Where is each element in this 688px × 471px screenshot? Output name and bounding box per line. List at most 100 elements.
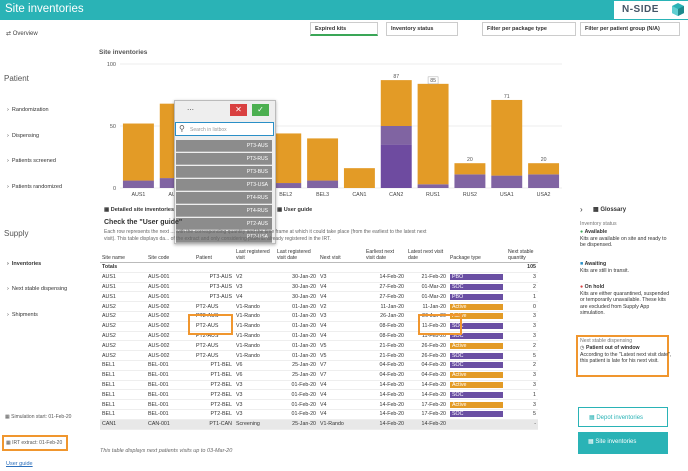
table-cell: V1-Rando (318, 419, 364, 430)
table-row[interactable]: AUS2 AUS-002 PT2-AUS V1-Rando 01-Jan-20 V5 21-… (100, 350, 538, 361)
table-row[interactable]: AUS2 AUS-002 PT2-AUS V1-Rando 01-Jan-20 V4 08-… (100, 321, 538, 332)
user-guide-header[interactable]: ▦ User guide (277, 207, 313, 213)
table-cell: V4 (318, 380, 364, 391)
table-cell: AUS-002 (146, 331, 194, 342)
table-cell: AUS2 (100, 331, 146, 342)
data-label: 87 (393, 74, 399, 80)
sidebar-item-next-stable-dispensing[interactable]: › Next stable dispensing (7, 286, 68, 292)
expand-icon[interactable]: › (580, 205, 583, 214)
table-cell: CAN-001 (146, 419, 194, 430)
user-guide-link[interactable]: User guide (6, 461, 33, 467)
col-latest-next-visit-date[interactable]: Latest next visit date (406, 248, 448, 263)
table-cell: V7 (318, 360, 364, 371)
col-last-registered-visit-date[interactable]: Last registered visit date (275, 248, 318, 263)
table-cell: 14-Feb-20 (364, 409, 406, 420)
y-tick-label: 0 (113, 186, 116, 192)
tab-depot-inventories[interactable]: ▦ Depot inventories (578, 407, 668, 427)
x-tick-label: RUS2 (463, 192, 477, 198)
dropdown-item[interactable]: PT3-AUS (176, 140, 272, 152)
calendar-icon: ▦ (6, 440, 11, 446)
listbox-search-field[interactable]: ⚲ Search in listbox (175, 122, 274, 136)
sidebar-item-patients-screened[interactable]: › Patients screened (7, 158, 56, 164)
col-earliest-next-visit-date[interactable]: Earliest next visit date (364, 248, 406, 263)
col-site-name[interactable]: Site name (100, 248, 146, 263)
table-cell: 01-Jan-20 (275, 301, 318, 312)
table-row[interactable]: AUS2 AUS-002 PT2-AUS V1-Rando 01-Jan-20 V4 08-… (100, 331, 538, 342)
table-cell: AUS-001 (146, 272, 194, 283)
table-cell: 11-Feb-20 (406, 331, 448, 342)
filter-package-type[interactable]: Filter per package type (482, 22, 576, 36)
table-row[interactable]: BEL1 BEL-001 PT2-BEL V3 01-Feb-20 V4 14-Feb-20… (100, 409, 538, 420)
package-type-cell: Active (448, 370, 506, 381)
table-row[interactable]: BEL1 BEL-001 PT2-BEL V3 01-Feb-20 V4 14-Feb-20… (100, 380, 538, 391)
sidebar-item-inventories[interactable]: › Inventories (7, 261, 42, 267)
table-cell: 25-Jan-20 (275, 370, 318, 381)
sidebar-item-patients-randomized[interactable]: › Patients randomized (7, 184, 63, 190)
table-row[interactable]: AUS1 AUS-001 PT3-AUS V2 30-Jan-20 V3 14-Feb-20… (100, 272, 538, 283)
table-row[interactable]: BEL1 BEL-001 PT2-BEL V3 01-Feb-20 V4 14-Feb-20… (100, 389, 538, 401)
table-row[interactable]: BEL1 BEL-001 PT1-BEL V6 25-Jan-20 V7 04-Feb-20… (100, 360, 538, 371)
table-cell: 25-Jan-20 (275, 419, 318, 430)
table-cell: 01-Jan-20 (275, 331, 318, 342)
chart-bar (307, 180, 339, 188)
table-header-row: Site name Site code Patient Last registe… (100, 248, 538, 263)
table-cell: 14-Feb-20 (364, 419, 406, 430)
table-cell: PT1-CAN (194, 419, 234, 430)
table-row[interactable]: AUS2 AUS-002 PT2-AUS V1-Rando 01-Jan-20 V5 21-… (100, 340, 538, 352)
table-row[interactable]: AUS2 AUS-002 PT2-AUS V1-Rando 01-Jan-20 V2 11-… (100, 301, 538, 312)
table-cell: V4 (318, 409, 364, 420)
col-site-code[interactable]: Site code (146, 248, 194, 263)
table-cell: V4 (318, 331, 364, 342)
calendar-icon: ▦ (5, 414, 10, 420)
table-cell: BEL1 (100, 370, 146, 381)
filter-inventory-status[interactable]: Inventory status (386, 22, 458, 36)
table-row[interactable]: BEL1 BEL-001 PT2-BEL V3 01-Feb-20 V4 14-Feb-20… (100, 399, 538, 410)
table-cell: 3 (506, 399, 538, 410)
table-row[interactable]: AUS1 AUS-001 PT3-AUS V4 30-Jan-20 V4 27-Feb-20… (100, 291, 538, 303)
overview-link[interactable]: ⇄ Overview (6, 31, 38, 37)
totals-label: Totals (100, 262, 146, 273)
more-options-icon[interactable]: ⋯ (187, 107, 194, 114)
dropdown-item[interactable]: PT4-RUS (176, 192, 272, 204)
dropdown-item[interactable]: PT2-AUS (176, 218, 272, 230)
irt-extract-label: ▦ IRT extract: 01-Feb-20 (6, 440, 63, 446)
table-icon: ▦ (104, 207, 110, 213)
chart-bar (122, 123, 154, 181)
x-tick-label: AUS1 (131, 192, 145, 198)
dropdown-item[interactable]: PT3-USA (176, 179, 272, 191)
cube-logo-icon (672, 3, 684, 16)
table-cell: - (506, 419, 538, 430)
sidebar-item-shipments[interactable]: › Shipments (7, 312, 38, 318)
table-row[interactable]: CAN1 CAN-001 PT1-CAN Screening 25-Jan-20 V1-R… (100, 419, 538, 430)
col-last-registered-visit[interactable]: Last registered visit (234, 248, 275, 263)
filter-patient-group[interactable]: Filter per patient group (N/A) (580, 22, 680, 36)
table-cell: 11-Jan-20 (364, 301, 406, 312)
table-row[interactable]: AUS1 AUS-001 PT3-AUS V3 30-Jan-20 V4 27-Feb-20… (100, 282, 538, 293)
table-cell: BEL1 (100, 360, 146, 371)
tab-site-inventories[interactable]: ▦ Site inventories (578, 432, 668, 454)
table-row[interactable]: AUS2 AUS-002 PT2-AUS V1-Rando 01-Jan-20 V3 26-… (100, 311, 538, 322)
col-patient[interactable]: Patient (194, 248, 234, 263)
table-cell: 01-Feb-20 (275, 380, 318, 391)
table-cell: V4 (318, 399, 364, 410)
dropdown-item[interactable]: PT2-USA (176, 231, 272, 243)
sidebar-item-dispensing[interactable]: › Dispensing (7, 133, 40, 139)
table-cell: 26-Feb-20 (406, 340, 448, 352)
dropdown-item[interactable]: PT3-BUS (176, 166, 272, 178)
filter-expired-kits[interactable]: Expired kits (310, 22, 378, 36)
search-icon: ⚲ (179, 124, 185, 133)
sidebar-item-randomization[interactable]: › Randomization (7, 107, 49, 113)
y-tick-label: 100 (107, 62, 116, 68)
table-cell: 26-Jan-20 (364, 311, 406, 322)
col-package-type[interactable]: Package type (448, 248, 506, 263)
col-next-visit[interactable]: Next visit (318, 248, 364, 263)
table-cell: V4 (318, 291, 364, 303)
confirm-selection-button[interactable]: ✓ (252, 104, 269, 116)
table-row[interactable]: BEL1 BEL-001 PT1-BEL V6 25-Jan-20 V7 04-Feb-20… (100, 370, 538, 381)
site-inventory-table: Site name Site code Patient Last registe… (100, 248, 538, 430)
x-tick-label: CAN2 (389, 192, 403, 198)
col-next-stable-quantity[interactable]: Next stable quantity (506, 248, 538, 263)
dropdown-item[interactable]: PT4-RUS (176, 205, 272, 217)
cancel-selection-button[interactable]: ✕ (230, 104, 247, 116)
dropdown-item[interactable]: PT3-RUS (176, 153, 272, 165)
